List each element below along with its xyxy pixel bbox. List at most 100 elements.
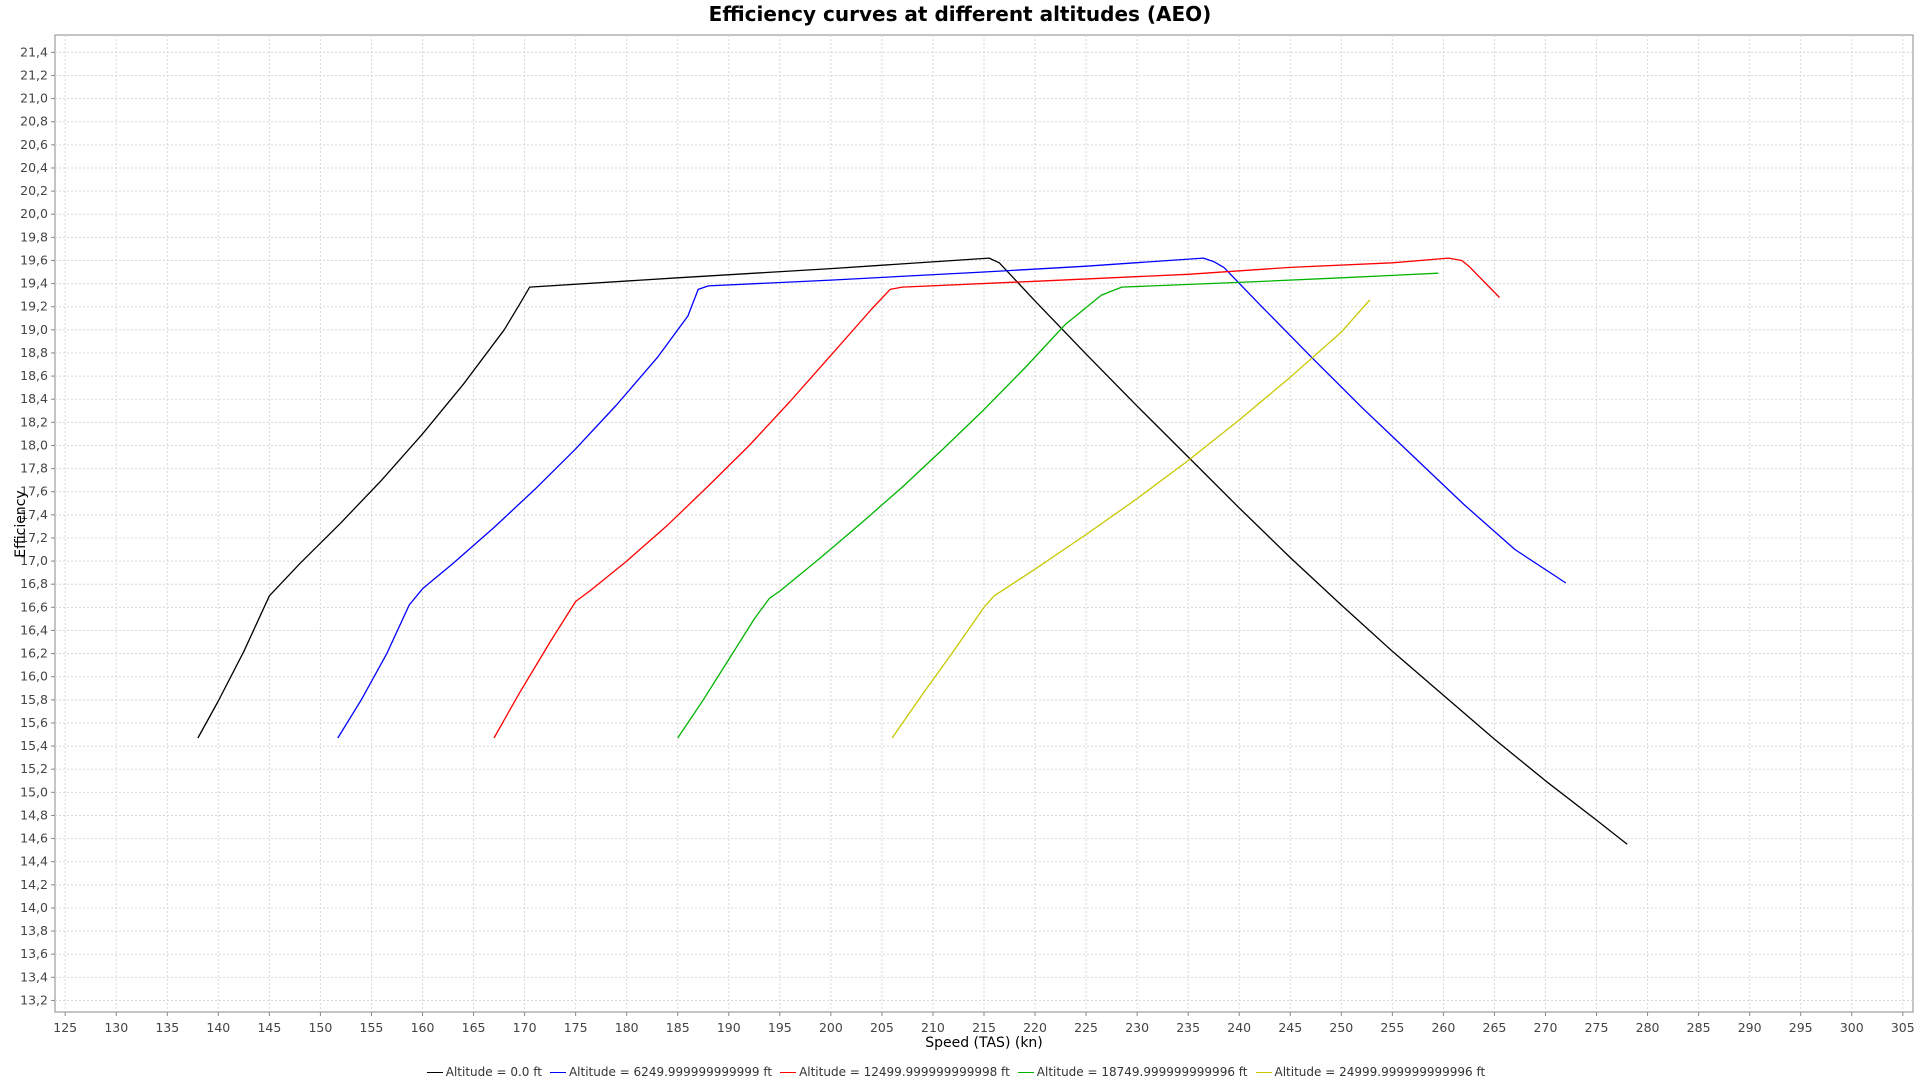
series-line-4 xyxy=(891,299,1371,739)
x-tick-label: 220 xyxy=(1023,1020,1047,1035)
legend-label: Altitude = 0.0 ft xyxy=(445,1065,542,1079)
x-tick-label: 205 xyxy=(870,1020,894,1035)
y-tick-label: 19,2 xyxy=(20,299,48,314)
y-tick-label: 15,4 xyxy=(20,738,48,753)
x-tick-label: 235 xyxy=(1176,1020,1200,1035)
x-tick-label: 280 xyxy=(1636,1020,1660,1035)
y-tick-label: 17,4 xyxy=(20,507,48,522)
legend-item-4: Altitude = 24999.999999999996 ft xyxy=(1255,1064,1486,1080)
x-tick-label: 165 xyxy=(462,1020,486,1035)
x-tick-label: 285 xyxy=(1687,1020,1711,1035)
x-tick-label: 265 xyxy=(1483,1020,1507,1035)
x-tick-label: 180 xyxy=(615,1020,639,1035)
x-tick-label: 130 xyxy=(104,1020,128,1035)
y-tick-label: 17,2 xyxy=(20,530,48,545)
y-tick-label: 20,2 xyxy=(20,183,48,198)
y-tick-label: 18,4 xyxy=(20,391,48,406)
x-tick-label: 185 xyxy=(666,1020,690,1035)
y-tick-label: 19,6 xyxy=(20,252,48,267)
legend-swatch xyxy=(1255,1071,1272,1073)
x-tick-label: 175 xyxy=(564,1020,588,1035)
legend-label: Altitude = 24999.999999999996 ft xyxy=(1274,1065,1486,1079)
x-tick-label: 170 xyxy=(513,1020,537,1035)
x-tick-label: 135 xyxy=(155,1020,179,1035)
y-tick-label: 14,8 xyxy=(20,807,48,822)
legend-swatch xyxy=(1017,1071,1034,1073)
y-tick-label: 20,4 xyxy=(20,160,48,175)
y-tick-label: 15,8 xyxy=(20,692,48,707)
y-tick-label: 13,6 xyxy=(20,946,48,961)
y-tick-label: 18,8 xyxy=(20,345,48,360)
series-line-3 xyxy=(677,272,1439,739)
y-tick-label: 19,0 xyxy=(20,322,48,337)
series-line-1 xyxy=(337,257,1567,739)
x-tick-label: 125 xyxy=(53,1020,77,1035)
series-line-2 xyxy=(493,257,1500,739)
y-tick-label: 15,6 xyxy=(20,715,48,730)
y-tick-label: 16,2 xyxy=(20,646,48,661)
chart-title: Efficiency curves at different altitudes… xyxy=(708,2,1212,26)
legend-item-3: Altitude = 18749.999999999996 ft xyxy=(1017,1064,1248,1080)
x-tick-label: 215 xyxy=(972,1020,996,1035)
y-tick-label: 14,6 xyxy=(20,831,48,846)
x-tick-label: 275 xyxy=(1585,1020,1609,1035)
y-tick-label: 15,2 xyxy=(20,761,48,776)
legend-swatch xyxy=(426,1071,443,1073)
x-tick-label: 230 xyxy=(1125,1020,1149,1035)
x-tick-label: 150 xyxy=(308,1020,332,1035)
x-tick-label: 295 xyxy=(1789,1020,1813,1035)
legend-item-1: Altitude = 6249.999999999999 ft xyxy=(549,1064,773,1080)
y-tick-label: 17,0 xyxy=(20,553,48,568)
x-tick-label: 290 xyxy=(1738,1020,1762,1035)
y-tick-label: 18,2 xyxy=(20,414,48,429)
x-tick-label: 260 xyxy=(1431,1020,1455,1035)
x-tick-label: 300 xyxy=(1840,1020,1864,1035)
y-tick-label: 13,2 xyxy=(20,992,48,1007)
legend-label: Altitude = 6249.999999999999 ft xyxy=(568,1065,773,1079)
series-lines xyxy=(197,257,1628,845)
y-tick-label: 19,4 xyxy=(20,276,48,291)
y-tick-label: 19,8 xyxy=(20,229,48,244)
y-tick-label: 18,0 xyxy=(20,437,48,452)
y-tick-label: 16,0 xyxy=(20,669,48,684)
x-tick-label: 210 xyxy=(921,1020,945,1035)
x-tick-label: 140 xyxy=(206,1020,230,1035)
x-tick-label: 255 xyxy=(1380,1020,1404,1035)
series-line-0 xyxy=(197,257,1628,845)
y-tick-label: 14,4 xyxy=(20,854,48,869)
x-tick-label: 145 xyxy=(257,1020,281,1035)
x-tick-label: 190 xyxy=(717,1020,741,1035)
y-tick-label: 18,6 xyxy=(20,368,48,383)
y-tick-label: 14,0 xyxy=(20,900,48,915)
legend: Altitude = 0.0 ft Altitude = 6249.9999999… xyxy=(0,1064,1920,1080)
y-tick-label: 17,8 xyxy=(20,461,48,476)
y-tick-label: 21,0 xyxy=(20,91,48,106)
x-tick-label: 200 xyxy=(819,1020,843,1035)
y-tick-label: 13,4 xyxy=(20,969,48,984)
y-tick-label: 16,4 xyxy=(20,622,48,637)
y-tick-label: 17,6 xyxy=(20,484,48,499)
x-tick-label: 240 xyxy=(1227,1020,1251,1035)
y-tick-label: 21,2 xyxy=(20,67,48,82)
x-tick-label: 195 xyxy=(768,1020,792,1035)
x-axis-ticks: 125 130 135 140 145 150 155 160 165 170 175 180 185 1… xyxy=(53,1012,1915,1035)
x-tick-label: 270 xyxy=(1534,1020,1558,1035)
y-tick-label: 15,0 xyxy=(20,784,48,799)
legend-swatch xyxy=(549,1071,566,1073)
y-tick-label: 16,8 xyxy=(20,576,48,591)
legend-item-0: Altitude = 0.0 ft xyxy=(426,1064,542,1080)
y-tick-label: 16,6 xyxy=(20,599,48,614)
x-tick-label: 245 xyxy=(1278,1020,1302,1035)
y-tick-label: 21,4 xyxy=(20,44,48,59)
y-tick-label: 20,0 xyxy=(20,206,48,221)
x-tick-label: 160 xyxy=(411,1020,435,1035)
x-tick-label: 155 xyxy=(360,1020,384,1035)
legend-swatch xyxy=(780,1071,797,1073)
y-axis-ticks: 13,2 13,4 13,6 13,8 14,0 14,2 14,4 14,6 14,8 15,0… xyxy=(20,44,55,1007)
x-tick-label: 225 xyxy=(1074,1020,1098,1035)
legend-label: Altitude = 12499.999999999998 ft xyxy=(799,1065,1010,1079)
y-tick-label: 13,8 xyxy=(20,923,48,938)
x-axis-label: Speed (TAS) (kn) xyxy=(925,1035,1043,1051)
legend-item-2: Altitude = 12499.999999999998 ft xyxy=(780,1064,1010,1080)
